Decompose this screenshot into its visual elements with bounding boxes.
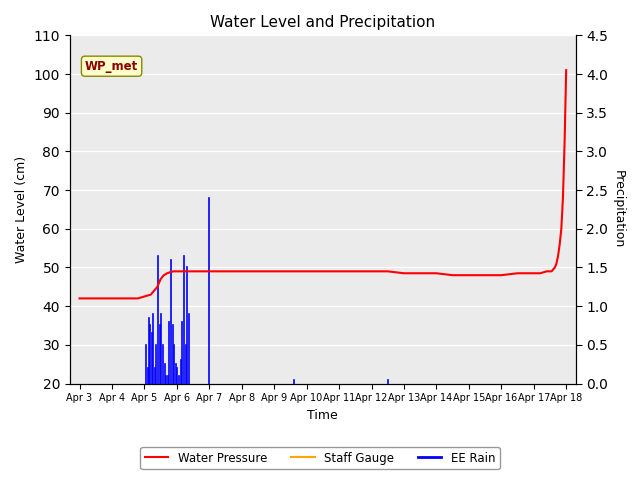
Y-axis label: Water Level (cm): Water Level (cm) <box>15 156 28 263</box>
Y-axis label: Precipitation: Precipitation <box>612 170 625 249</box>
Text: WP_met: WP_met <box>85 60 138 72</box>
Title: Water Level and Precipitation: Water Level and Precipitation <box>211 15 435 30</box>
Legend: Water Pressure, Staff Gauge, EE Rain: Water Pressure, Staff Gauge, EE Rain <box>140 447 500 469</box>
X-axis label: Time: Time <box>307 409 338 422</box>
